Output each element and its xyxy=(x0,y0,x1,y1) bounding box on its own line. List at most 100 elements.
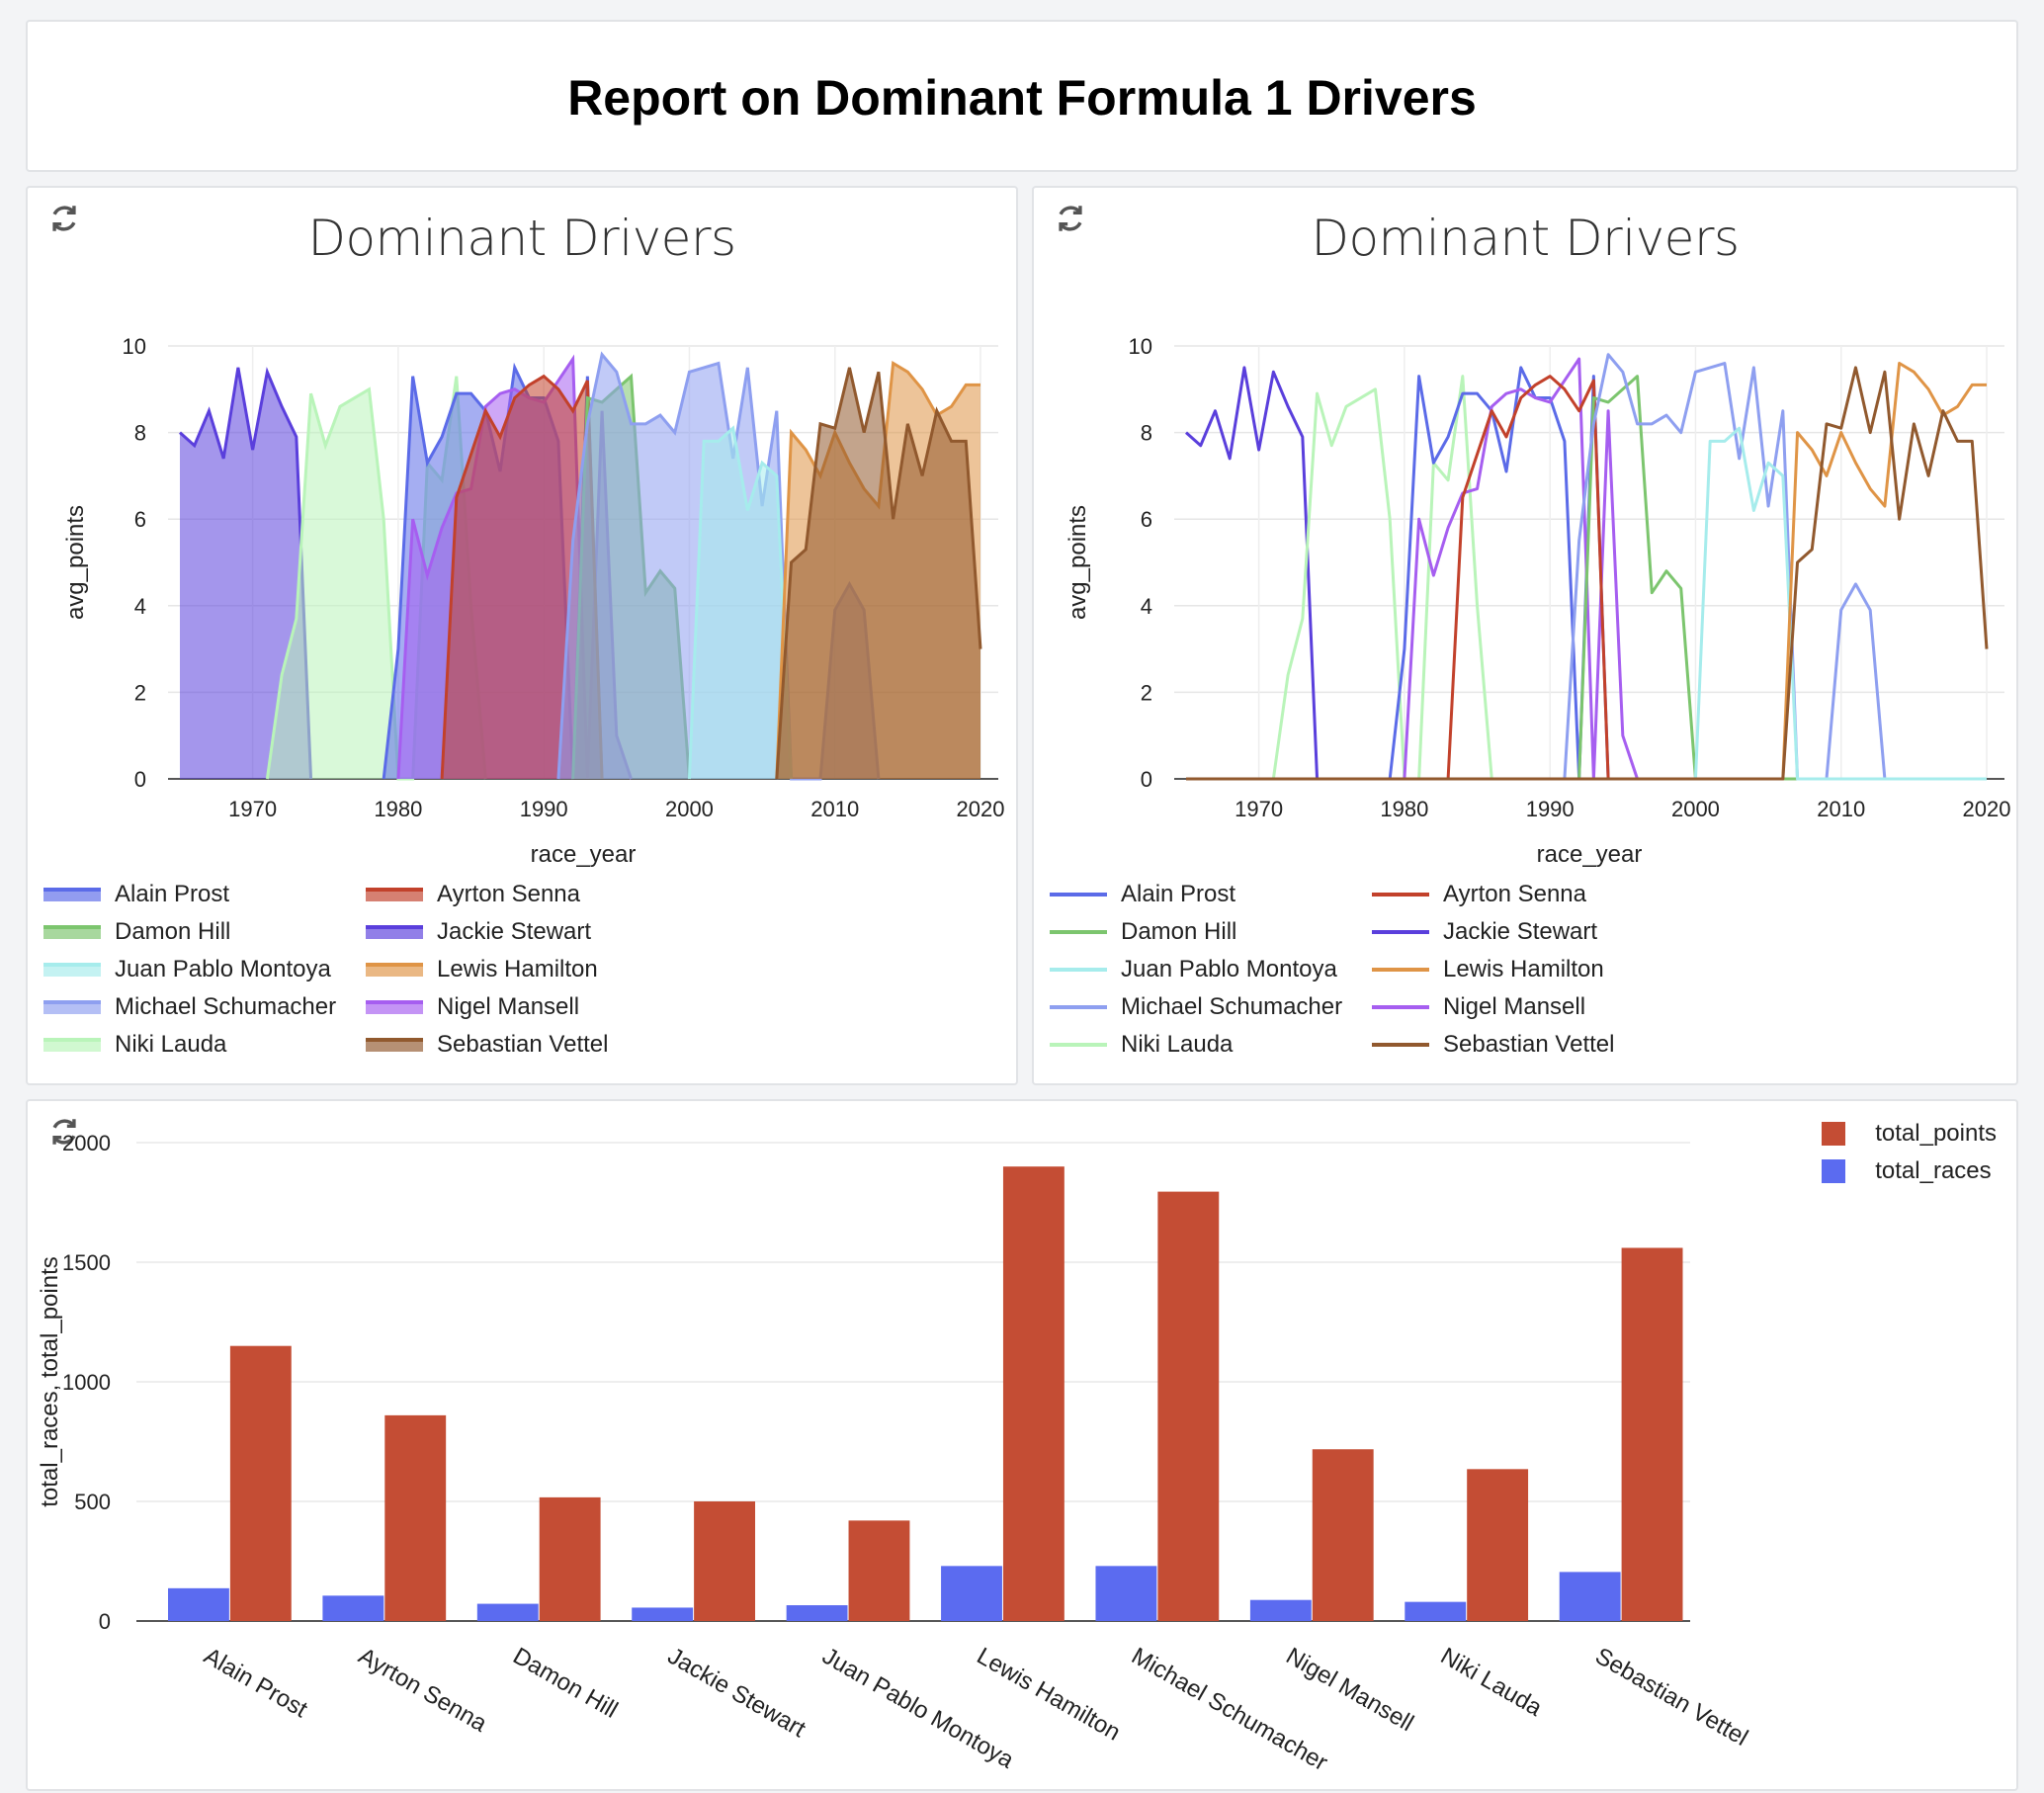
refresh-icon[interactable] xyxy=(47,1115,81,1149)
area-sebastian-vettel xyxy=(776,367,980,779)
x-tick-label: Lewis Hamilton xyxy=(973,1643,1125,1747)
x-tick-label: Sebastian Vettel xyxy=(1590,1643,1752,1751)
legend-item-nigel-mansell[interactable]: Nigel Mansell xyxy=(1372,992,1694,1022)
refresh-icon[interactable] xyxy=(1054,202,1087,235)
x-tick-label: Damon Hill xyxy=(508,1643,622,1724)
x-tick-label: 1970 xyxy=(228,797,277,821)
chart-legend: Alain Prost Ayrton Senna Damon Hill Jackie … xyxy=(43,880,676,1060)
legend-item-ayrton-senna[interactable]: Ayrton Senna xyxy=(366,880,688,909)
x-tick-label: 1970 xyxy=(1235,797,1283,821)
legend-label: Juan Pablo Montoya xyxy=(1121,956,1337,982)
legend-label: Nigel Mansell xyxy=(437,993,580,1020)
legend-label: total_points xyxy=(1875,1120,1997,1147)
legend-item-michael-schumacher[interactable]: Michael Schumacher xyxy=(1050,992,1372,1022)
y-tick-label: 0 xyxy=(99,1609,111,1634)
legend-swatch xyxy=(1372,968,1429,972)
legend-item-nigel-mansell[interactable]: Nigel Mansell xyxy=(366,992,688,1022)
x-tick-label: Niki Lauda xyxy=(1436,1643,1547,1722)
legend-swatch xyxy=(366,1000,423,1014)
legend-item-alain-prost[interactable]: Alain Prost xyxy=(43,880,366,909)
legend-label: Jackie Stewart xyxy=(437,918,592,945)
legend-swatch xyxy=(43,925,101,939)
legend-item-niki-lauda[interactable]: Niki Lauda xyxy=(43,1030,366,1060)
bar-total-races xyxy=(1559,1572,1621,1621)
area-jackie-stewart xyxy=(180,367,311,779)
legend-swatch xyxy=(1822,1122,1846,1146)
legend-item-ayrton-senna[interactable]: Ayrton Senna xyxy=(1372,880,1694,909)
legend-swatch xyxy=(43,1000,101,1014)
series-group xyxy=(1185,353,1989,781)
x-tick-label: 2010 xyxy=(810,797,859,821)
bar-chart-panel: 0 500 1000 1500 2000 total_races, total_point… xyxy=(26,1099,2018,1791)
legend-item-damon-hill[interactable]: Damon Hill xyxy=(43,917,366,947)
legend-swatch xyxy=(1050,1043,1107,1047)
y-tick-label: 2000 xyxy=(62,1131,111,1155)
x-tick-label: 2020 xyxy=(1963,797,2011,821)
bar-total-races xyxy=(1249,1599,1312,1621)
legend-label: Lewis Hamilton xyxy=(437,956,598,982)
legend-label: Niki Lauda xyxy=(115,1031,227,1058)
legend-item-juan-pablo-montoya[interactable]: Juan Pablo Montoya xyxy=(43,955,366,984)
legend-label: Jackie Stewart xyxy=(1443,918,1598,945)
legend-item-michael-schumacher[interactable]: Michael Schumacher xyxy=(43,992,366,1022)
legend-swatch xyxy=(1050,930,1107,934)
legend-item-juan-pablo-montoya[interactable]: Juan Pablo Montoya xyxy=(1050,955,1372,984)
bar-total-points xyxy=(1002,1166,1065,1621)
legend-item-total-points[interactable]: total_points xyxy=(1822,1115,1997,1153)
y-tick-label: 4 xyxy=(1141,594,1152,619)
bar-total-races xyxy=(1095,1566,1157,1621)
y-tick-label: 0 xyxy=(134,767,146,792)
legend-item-lewis-hamilton[interactable]: Lewis Hamilton xyxy=(1372,955,1694,984)
area-ayrton-senna xyxy=(442,376,603,779)
y-tick-label: 2 xyxy=(1141,680,1152,705)
legend-item-alain-prost[interactable]: Alain Prost xyxy=(1050,880,1372,909)
y-axis-label: avg_points xyxy=(1065,505,1091,620)
x-axis-label: race_year xyxy=(1537,841,1643,868)
y-axis-label: total_races, total_points xyxy=(37,1256,63,1507)
legend-item-damon-hill[interactable]: Damon Hill xyxy=(1050,917,1372,947)
legend-item-sebastian-vettel[interactable]: Sebastian Vettel xyxy=(1372,1030,1694,1060)
legend-swatch xyxy=(366,888,423,901)
series-line-juan-pablo-montoya xyxy=(687,425,794,780)
y-tick-label: 10 xyxy=(123,334,146,359)
legend-swatch xyxy=(366,1038,423,1052)
y-tick-label: 1500 xyxy=(62,1250,111,1275)
legend-label: Sebastian Vettel xyxy=(1443,1031,1615,1058)
bar-total-points xyxy=(848,1520,910,1621)
bar-total-points xyxy=(539,1496,601,1621)
bar-total-points xyxy=(229,1345,292,1621)
legend-label: Ayrton Senna xyxy=(1443,881,1586,907)
y-tick-label: 2 xyxy=(134,680,146,705)
x-tick-label: 1990 xyxy=(1526,797,1575,821)
bar-total-points xyxy=(1621,1247,1683,1621)
bar-total-races xyxy=(476,1603,539,1621)
bar-total-races xyxy=(786,1605,848,1621)
refresh-icon[interactable] xyxy=(47,202,81,235)
bar-total-races xyxy=(322,1595,384,1621)
y-tick-label: 8 xyxy=(1141,421,1152,446)
report-title: Report on Dominant Formula 1 Drivers xyxy=(567,70,1477,126)
bar-total-points xyxy=(1157,1191,1220,1621)
area-juan-pablo-montoya xyxy=(689,428,792,779)
legend-item-jackie-stewart[interactable]: Jackie Stewart xyxy=(366,917,688,947)
legend-item-niki-lauda[interactable]: Niki Lauda xyxy=(1050,1030,1372,1060)
legend-swatch xyxy=(366,925,423,939)
area-chart: 0 2 4 6 8 10 1970 1980 1990 2000 2010 2020 race_year… xyxy=(62,334,1004,868)
bar-chart: 0 500 1000 1500 2000 total_races, total_point… xyxy=(37,1131,1752,1776)
legend-item-total-races[interactable]: total_races xyxy=(1822,1153,1997,1190)
legend-label: Alain Prost xyxy=(1121,881,1236,907)
series-group xyxy=(179,351,982,781)
x-tick-label: Ayrton Senna xyxy=(354,1643,492,1738)
legend-swatch xyxy=(1050,1005,1107,1009)
legend-item-jackie-stewart[interactable]: Jackie Stewart xyxy=(1372,917,1694,947)
legend-label: Nigel Mansell xyxy=(1443,993,1586,1020)
bar-total-races xyxy=(1405,1601,1467,1621)
legend-swatch xyxy=(1372,930,1429,934)
legend-item-sebastian-vettel[interactable]: Sebastian Vettel xyxy=(366,1030,688,1060)
y-tick-label: 1000 xyxy=(62,1370,111,1395)
y-tick-label: 10 xyxy=(1129,334,1152,359)
legend-label: Juan Pablo Montoya xyxy=(115,956,331,982)
x-tick-label: Alain Prost xyxy=(200,1643,312,1724)
y-tick-label: 6 xyxy=(134,507,146,532)
legend-item-lewis-hamilton[interactable]: Lewis Hamilton xyxy=(366,955,688,984)
